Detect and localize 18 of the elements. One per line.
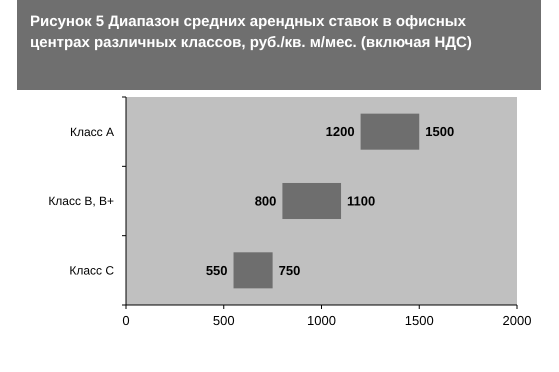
bar [282,182,342,220]
chart-title: Рисунок 5 Диапазон средних арендных ставок в офисных центрах различных классов, руб./кв. м/мес. (включая НДС) [30,13,472,51]
y-tick-label: Класс В, В+ [48,194,114,208]
annotation: 1100 [347,194,376,209]
bar [234,252,273,288]
annotation: 1200 [326,124,355,140]
annotation: 1500 [425,124,454,140]
annotation: 750 [278,262,300,278]
x-tick-label: 500 [212,313,235,328]
x-tick-label: 1000 [307,313,336,328]
x-tick-label: 2000 [502,313,532,328]
x-tick-label: 1500 [404,313,434,328]
x-tick-label: 0 [122,313,130,328]
y-tick-label: Класс С [69,264,114,278]
bar [360,114,420,150]
annotation: 800 [254,194,276,209]
annotation: 550 [206,262,228,278]
y-tick-label: Класс А [70,124,114,139]
